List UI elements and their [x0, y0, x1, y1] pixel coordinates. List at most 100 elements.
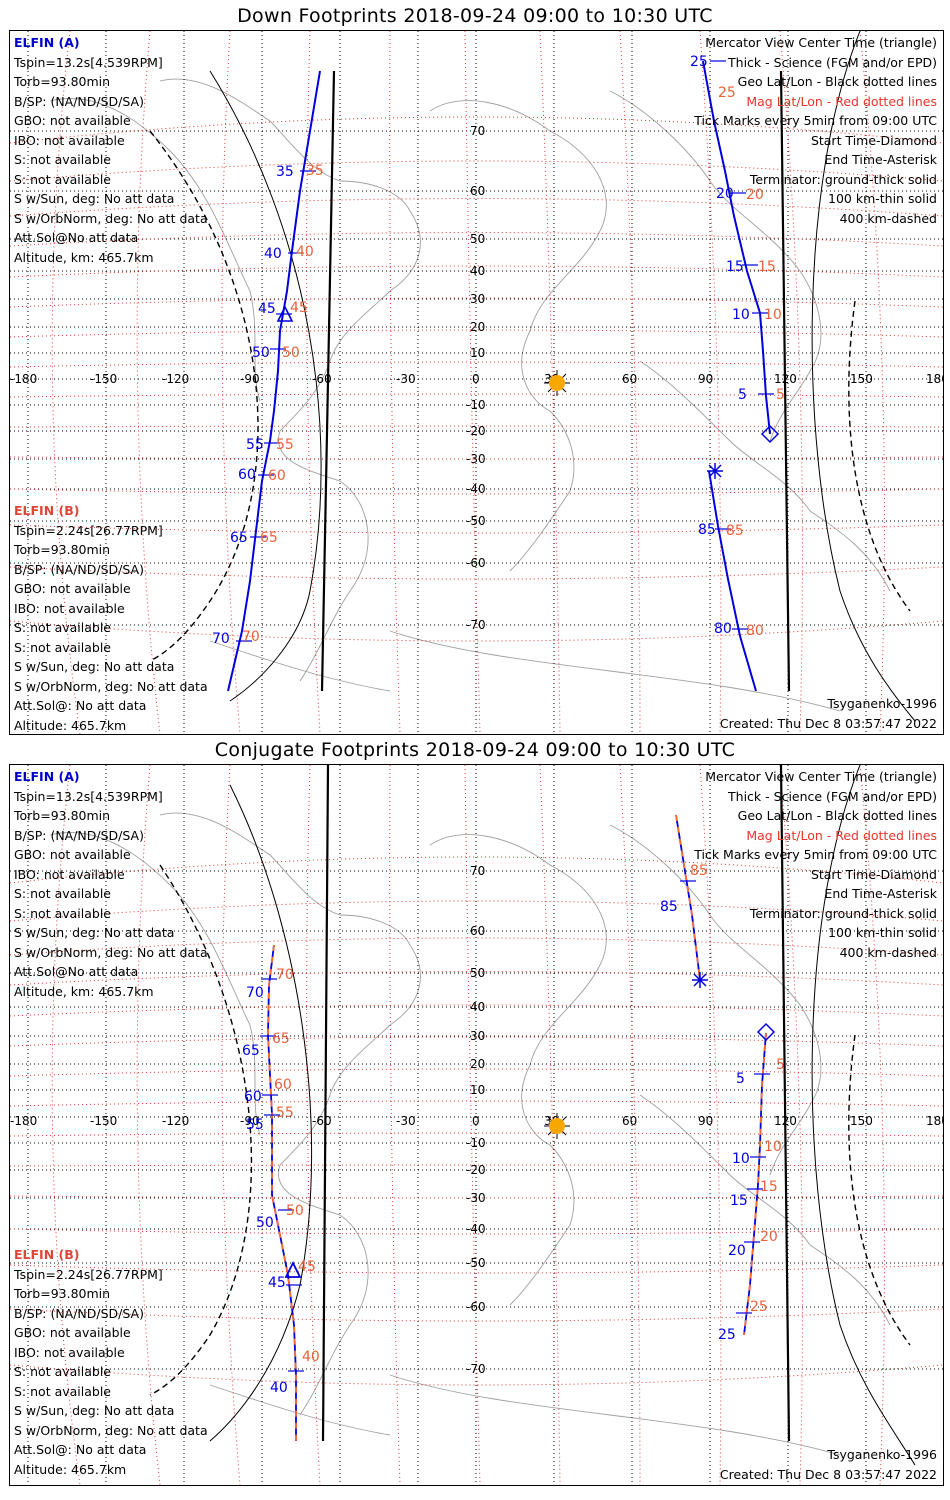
- lat-label: -30: [466, 452, 486, 466]
- terminator-400km-east: [848, 300, 911, 612]
- elfin-b-info: ELFIN (B) Tspin=2.24s[26.77RPM] Torb=93.…: [14, 1245, 208, 1479]
- conjugate-footprints-map: -180 -150 -120 -90 -60 -30 0 30 60 90 12…: [10, 765, 943, 1485]
- tick-label-mag: 20: [760, 1229, 778, 1245]
- tick-label-mag: 5: [776, 387, 785, 403]
- tick-label-mag: 45: [298, 1259, 316, 1275]
- lon-label: -180: [10, 372, 37, 386]
- legend-line: Mercator View Center Time (triangle): [705, 769, 937, 784]
- lon-label: -120: [162, 372, 189, 386]
- elfin-b-header: ELFIN (B): [14, 1247, 80, 1262]
- terminator-100km-west: [209, 784, 313, 1442]
- lat-label: 30: [470, 1029, 485, 1043]
- tick-label: 85: [660, 899, 678, 915]
- center-triangle: [284, 1260, 302, 1278]
- lon-label: -30: [396, 372, 416, 386]
- legend-line: Start Time-Diamond: [810, 866, 937, 882]
- map-legend: Mercator View Center Time (triangle) Thi…: [694, 767, 937, 962]
- info-line: S w/OrbNorm, deg: No att data: [14, 678, 208, 694]
- elfin-b-info: ELFIN (B) Tspin=2.24s[26.77RPM] Torb=93.…: [14, 501, 208, 734]
- tick-label: 25: [718, 1327, 736, 1343]
- tick-label: 20: [716, 186, 734, 202]
- info-line: S w/OrbNorm, deg: No att data: [14, 944, 208, 960]
- legend-line: Tick Marks every 5min from 09:00 UTC: [694, 113, 937, 128]
- terminator-400km-west: [149, 864, 253, 1396]
- info-line: S: not available: [14, 171, 111, 187]
- lat-labels: 70 60 50 40 30 20 10 -10 -20 -30 -40 -50…: [466, 864, 486, 1376]
- info-line: Altitude: 465.7km: [14, 1461, 127, 1477]
- lon-label: -60: [312, 372, 332, 386]
- tick-label: 65: [242, 1043, 260, 1059]
- lat-label: 40: [470, 264, 485, 278]
- legend-line: Terminator: ground-thick solid: [749, 905, 937, 921]
- tick-label-mag: 40: [302, 1349, 320, 1365]
- coastlines: [49, 78, 891, 712]
- info-line: S w/Sun, deg: No att data: [14, 925, 175, 940]
- tick-label-mag: 25: [718, 85, 736, 101]
- lat-label: 70: [470, 864, 485, 878]
- elfin-a-header: ELFIN (A): [14, 35, 80, 50]
- terminator-100km-east: [811, 31, 916, 722]
- legend-line: Geo Lat/Lon - Black dotted lines: [737, 808, 937, 823]
- tick-label-mag: 65: [272, 1031, 290, 1047]
- start-diamond: [756, 1022, 776, 1042]
- model-label: Tsyganenko-1996: [827, 1447, 937, 1462]
- tick-label: 15: [726, 259, 744, 275]
- lat-label: 50: [470, 232, 485, 246]
- panel-title-conjugate: Conjugate Footprints 2018-09-24 09:00 to…: [214, 739, 736, 761]
- lon-label: 120: [774, 372, 797, 386]
- info-line: S: not available: [14, 1364, 111, 1379]
- tick-label-mag: 65: [260, 530, 278, 546]
- info-line: Torb=93.80min: [14, 808, 111, 823]
- legend-line: End Time-Asterisk: [824, 886, 937, 901]
- info-line: Torb=93.80min: [14, 74, 111, 89]
- tick-label: 15: [730, 1193, 748, 1209]
- tick-label: 25: [690, 54, 708, 70]
- info-line: IBO: not available: [14, 1344, 125, 1360]
- tick-label-mag: 10: [764, 1139, 782, 1155]
- info-line: S: not available: [14, 1383, 111, 1399]
- tick-label-mag: 45: [290, 300, 308, 316]
- info-line: Tspin=2.24s[26.77RPM]: [14, 522, 163, 538]
- tick-label-mag: 5: [776, 1057, 785, 1073]
- info-line: Torb=93.80min: [14, 1286, 111, 1301]
- lat-labels: 70 60 50 40 30 20 10 -10 -20 -30 -40 -50…: [466, 124, 486, 632]
- sun-icon: [544, 370, 570, 396]
- tick-label: 60: [238, 467, 256, 483]
- info-line: S: not available: [14, 152, 111, 167]
- info-line: S w/OrbNorm, deg: No att data: [14, 210, 208, 226]
- tick-label-mag: 50: [286, 1203, 304, 1219]
- elfin-a-conjugate-track: 85 5 10 15 20 25 85 5 10 15 20 25: [660, 814, 785, 1343]
- lon-label: 60: [622, 1114, 637, 1128]
- tick-label-mag: 15: [758, 259, 776, 275]
- info-line: IBO: not available: [14, 866, 125, 882]
- info-line: Att.Sol@: No att data: [14, 1442, 147, 1457]
- info-line: GBO: not available: [14, 847, 131, 862]
- info-line: Att.Sol@: No att data: [14, 698, 147, 713]
- legend-line: End Time-Asterisk: [824, 152, 937, 167]
- sun-icon: [544, 1113, 570, 1139]
- start-diamond: [760, 424, 780, 444]
- tick-label-mag: 20: [746, 187, 764, 203]
- info-line: B/SP: (NA/ND/SD/SA): [14, 1305, 144, 1321]
- info-line: S w/Sun, deg: No att data: [14, 1403, 175, 1418]
- lat-label: -40: [466, 1222, 486, 1236]
- lat-label: 40: [470, 1000, 485, 1014]
- tick-label: 10: [732, 307, 750, 323]
- legend-line: Geo Lat/Lon - Black dotted lines: [737, 74, 937, 89]
- lon-label: 120: [774, 1114, 797, 1128]
- lat-label: 10: [470, 1083, 485, 1097]
- tick-label-mag: 40: [296, 244, 314, 260]
- lon-label: -90: [240, 372, 260, 386]
- end-asterisk: [707, 463, 723, 479]
- conjugate-footprints-panel: -180 -150 -120 -90 -60 -30 0 30 60 90 12…: [9, 764, 944, 1486]
- elfin-a-header: ELFIN (A): [14, 769, 80, 784]
- lat-label: -60: [466, 1300, 486, 1314]
- lat-label: 50: [470, 966, 485, 980]
- model-label: Tsyganenko-1996: [827, 696, 937, 711]
- coastlines: [49, 812, 891, 1456]
- lat-label: 30: [470, 292, 485, 306]
- tick-label: 45: [268, 1275, 286, 1291]
- legend-line: 100 km-thin solid: [828, 925, 937, 940]
- tick-label: 55: [246, 1117, 264, 1133]
- tick-label-mag: 25: [750, 1299, 768, 1315]
